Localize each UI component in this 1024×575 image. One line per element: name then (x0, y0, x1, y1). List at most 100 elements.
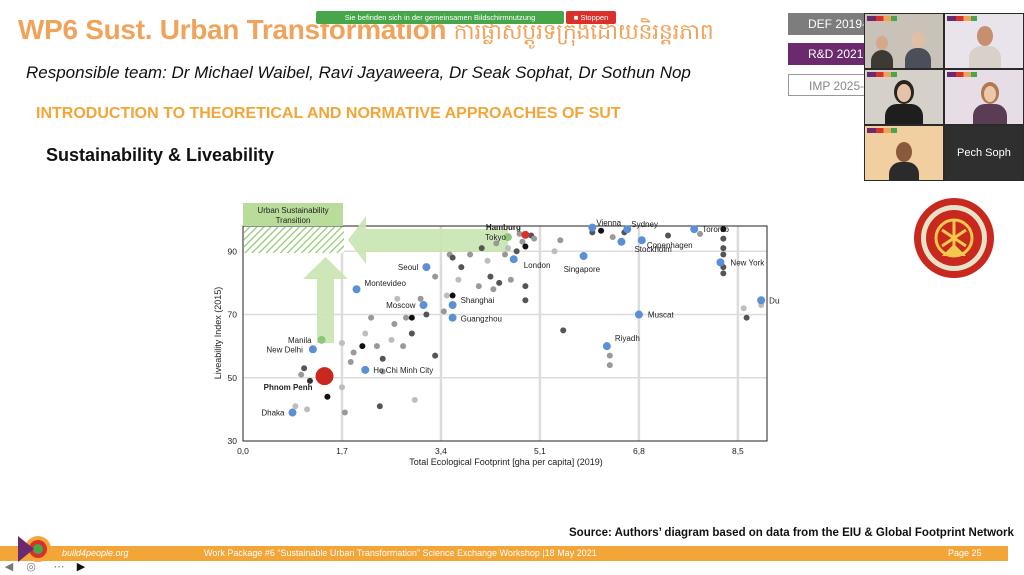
city-point (301, 365, 308, 372)
city-point (507, 276, 514, 283)
x-tick-label: 5,1 (534, 446, 546, 456)
labeled-city-point (352, 285, 361, 294)
stop-sharing-button[interactable]: ■ Stoppen (566, 11, 616, 24)
city-point (432, 273, 439, 280)
city-point (513, 248, 520, 255)
city-point (350, 349, 357, 356)
screen-share-bar: Sie befinden sich in der gemeinsamen Bil… (316, 11, 616, 24)
labeled-city-point (579, 252, 588, 261)
section-heading: INTRODUCTION TO THEORETICAL AND NORMATIV… (36, 105, 621, 122)
city-label: Muscat (648, 311, 675, 320)
city-point (443, 292, 450, 299)
city-point (304, 406, 311, 413)
city-point (720, 235, 727, 242)
video-tile[interactable] (865, 70, 943, 124)
city-label: Toronto (702, 225, 729, 234)
x-tick-label: 3,4 (435, 446, 447, 456)
x-axis-label: Total Ecological Footprint [gha per capi… (409, 457, 603, 467)
labeled-city-point (317, 335, 326, 344)
labeled-city-point (308, 345, 317, 354)
city-label: New York (730, 258, 765, 267)
participant-name: Pech Soph (957, 147, 1011, 159)
city-point (368, 314, 375, 321)
footer-caption: Work Package #6 “Sustainable Urban Trans… (204, 548, 597, 558)
logo-strip (867, 128, 897, 133)
footer-website: build4people.org (62, 548, 129, 558)
labeled-city-point (602, 342, 611, 351)
labeled-city-point (521, 230, 530, 239)
city-point (423, 311, 430, 318)
video-tile[interactable] (865, 14, 943, 68)
city-point (379, 368, 386, 375)
x-tick-label: 0,0 (237, 446, 249, 456)
horizontal-transition-arrow (348, 216, 508, 264)
video-gallery[interactable]: Pech Soph (864, 13, 1024, 181)
city-point (341, 409, 348, 416)
y-tick-label: 70 (228, 310, 238, 320)
city-point (606, 362, 613, 369)
city-point (478, 245, 485, 252)
labeled-city-point (690, 225, 699, 234)
city-point (475, 283, 482, 290)
city-label: Vienna (596, 219, 621, 228)
previous-slide-icon[interactable]: ◀ (4, 561, 14, 573)
city-label: Singapore (564, 265, 601, 274)
city-point (560, 327, 567, 334)
city-point (502, 251, 508, 258)
y-tick-label: 30 (228, 436, 238, 446)
city-point (504, 245, 511, 252)
city-label: Montevideo (365, 279, 407, 288)
city-point (490, 286, 497, 293)
city-point (391, 321, 398, 328)
participant-face (911, 32, 925, 48)
target-zone (244, 227, 344, 253)
participant-figure (885, 104, 923, 124)
next-slide-icon[interactable]: ▶ (76, 561, 86, 573)
logo-strip (947, 72, 977, 77)
city-point (408, 314, 415, 321)
participant-face (896, 142, 912, 162)
vertical-transition-arrow (303, 257, 348, 343)
responsible-team: Responsible team: Dr Michael Waibel, Rav… (26, 63, 691, 82)
city-point (467, 251, 474, 258)
video-tile-name-only[interactable]: Pech Soph (945, 126, 1023, 180)
annotation-box (243, 203, 343, 226)
city-point (338, 339, 345, 346)
participant-face (984, 86, 996, 102)
participant-face (977, 26, 993, 46)
video-tile[interactable] (865, 126, 943, 180)
city-label: Ho Chi Minh City (373, 366, 433, 375)
city-label: Shanghai (461, 296, 495, 305)
more-options-icon[interactable]: ⋯ (53, 561, 65, 573)
annotation-line-1: Urban Sustainability (257, 206, 328, 215)
city-point (347, 358, 354, 365)
city-point (362, 330, 369, 337)
city-point (598, 227, 605, 234)
city-point (376, 403, 383, 410)
city-point (519, 238, 526, 245)
city-label: Dubai (769, 296, 780, 305)
labeled-city-point (288, 408, 297, 417)
city-point (496, 279, 503, 286)
city-point (388, 336, 395, 343)
city-label: Moscow (386, 301, 416, 310)
city-point (522, 243, 529, 250)
city-point (403, 314, 410, 321)
city-label: Seoul (398, 263, 419, 272)
participant-figure (905, 48, 931, 68)
city-label: Hamburg (486, 223, 521, 232)
footer-bar: build4people.org Work Package #6 “Sustai… (0, 546, 1008, 561)
city-label: Phnom Penh (264, 383, 313, 392)
logo-strip (867, 72, 897, 77)
city-label: New Delhi (266, 345, 303, 354)
video-tile[interactable] (945, 70, 1023, 124)
video-tile[interactable] (945, 14, 1023, 68)
city-point (487, 273, 494, 280)
city-point (306, 377, 313, 384)
city-point (697, 230, 704, 237)
slide-menu-icon[interactable]: ◎ (26, 561, 36, 573)
labeled-city-point (419, 301, 428, 310)
city-label: Sydney (631, 220, 658, 229)
labeled-city-point (588, 223, 597, 232)
city-point (359, 343, 366, 350)
